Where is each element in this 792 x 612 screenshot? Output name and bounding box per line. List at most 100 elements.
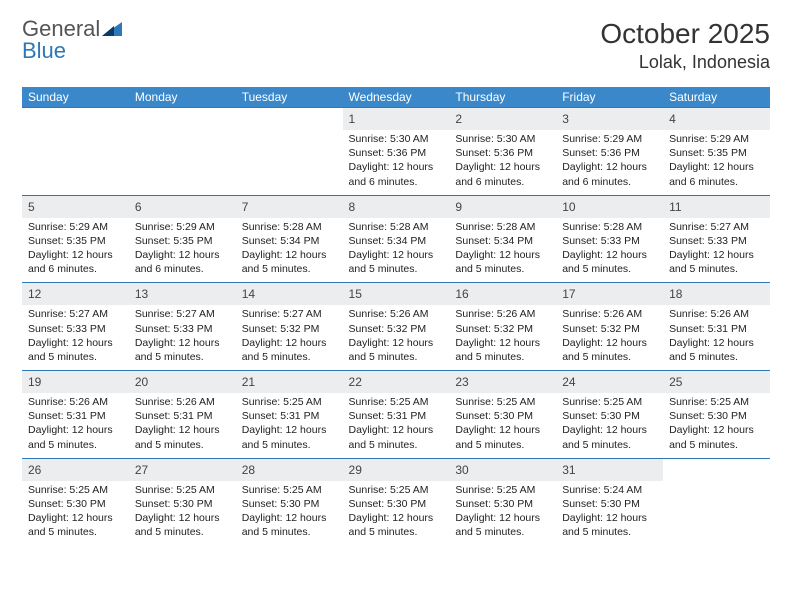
sunrise-text: Sunrise: 5:26 AM [135, 395, 230, 409]
sunset-text: Sunset: 5:30 PM [349, 497, 444, 511]
day-number-cell: 20 [129, 371, 236, 394]
day-number-cell: 16 [449, 283, 556, 306]
day-number-cell: 26 [22, 458, 129, 481]
sunset-text: Sunset: 5:35 PM [135, 234, 230, 248]
sunset-text: Sunset: 5:33 PM [135, 322, 230, 336]
day-number-row: 19202122232425 [22, 371, 770, 394]
title-block: October 2025 Lolak, Indonesia [600, 18, 770, 73]
day-number-cell: 24 [556, 371, 663, 394]
logo-text: General Blue [22, 18, 122, 62]
daylight-text: Daylight: 12 hours and 6 minutes. [562, 160, 657, 188]
sunrise-text: Sunrise: 5:25 AM [242, 483, 337, 497]
day-info-row: Sunrise: 5:29 AMSunset: 5:35 PMDaylight:… [22, 218, 770, 283]
day-info-cell: Sunrise: 5:25 AMSunset: 5:31 PMDaylight:… [236, 393, 343, 458]
sunset-text: Sunset: 5:36 PM [455, 146, 550, 160]
day-number-cell: 7 [236, 195, 343, 218]
day-info-cell: Sunrise: 5:26 AMSunset: 5:31 PMDaylight:… [22, 393, 129, 458]
daylight-text: Daylight: 12 hours and 5 minutes. [242, 423, 337, 451]
sunset-text: Sunset: 5:36 PM [562, 146, 657, 160]
page-title: October 2025 [600, 18, 770, 50]
daylight-text: Daylight: 12 hours and 5 minutes. [455, 336, 550, 364]
day-info-cell: Sunrise: 5:25 AMSunset: 5:30 PMDaylight:… [449, 481, 556, 546]
sunset-text: Sunset: 5:35 PM [28, 234, 123, 248]
day-number-row: 567891011 [22, 195, 770, 218]
day-number-cell [22, 108, 129, 131]
day-number-cell: 11 [663, 195, 770, 218]
day-number: 13 [135, 287, 148, 301]
sunset-text: Sunset: 5:32 PM [242, 322, 337, 336]
day-number: 11 [669, 200, 681, 214]
sunset-text: Sunset: 5:33 PM [28, 322, 123, 336]
day-number: 15 [349, 287, 362, 301]
day-info-cell: Sunrise: 5:25 AMSunset: 5:30 PMDaylight:… [343, 481, 450, 546]
day-number-cell: 17 [556, 283, 663, 306]
day-info-cell: Sunrise: 5:27 AMSunset: 5:33 PMDaylight:… [22, 305, 129, 370]
day-info-cell: Sunrise: 5:30 AMSunset: 5:36 PMDaylight:… [449, 130, 556, 195]
sunset-text: Sunset: 5:31 PM [349, 409, 444, 423]
weekday-header: Monday [129, 87, 236, 108]
sunrise-text: Sunrise: 5:26 AM [28, 395, 123, 409]
day-number: 28 [242, 463, 255, 477]
day-number: 22 [349, 375, 362, 389]
day-number: 10 [562, 200, 575, 214]
day-number: 26 [28, 463, 41, 477]
day-info-cell [236, 130, 343, 195]
daylight-text: Daylight: 12 hours and 6 minutes. [669, 160, 764, 188]
day-number-cell: 15 [343, 283, 450, 306]
sunrise-text: Sunrise: 5:29 AM [669, 132, 764, 146]
logo-word-blue: Blue [22, 38, 66, 63]
day-info-cell: Sunrise: 5:29 AMSunset: 5:35 PMDaylight:… [663, 130, 770, 195]
sunset-text: Sunset: 5:31 PM [669, 322, 764, 336]
day-info-cell: Sunrise: 5:28 AMSunset: 5:34 PMDaylight:… [449, 218, 556, 283]
header: General Blue October 2025 Lolak, Indones… [22, 18, 770, 73]
sunrise-text: Sunrise: 5:26 AM [562, 307, 657, 321]
day-number-cell: 18 [663, 283, 770, 306]
day-info-cell: Sunrise: 5:25 AMSunset: 5:30 PMDaylight:… [236, 481, 343, 546]
calendar-table: Sunday Monday Tuesday Wednesday Thursday… [22, 87, 770, 545]
day-info-cell: Sunrise: 5:25 AMSunset: 5:30 PMDaylight:… [22, 481, 129, 546]
day-number: 25 [669, 375, 682, 389]
daylight-text: Daylight: 12 hours and 5 minutes. [242, 248, 337, 276]
sunrise-text: Sunrise: 5:30 AM [455, 132, 550, 146]
daylight-text: Daylight: 12 hours and 5 minutes. [28, 336, 123, 364]
day-number: 23 [455, 375, 468, 389]
daylight-text: Daylight: 12 hours and 5 minutes. [28, 423, 123, 451]
daylight-text: Daylight: 12 hours and 5 minutes. [455, 511, 550, 539]
sunrise-text: Sunrise: 5:29 AM [135, 220, 230, 234]
sunrise-text: Sunrise: 5:25 AM [349, 483, 444, 497]
sunrise-text: Sunrise: 5:29 AM [562, 132, 657, 146]
sunrise-text: Sunrise: 5:25 AM [28, 483, 123, 497]
sunrise-text: Sunrise: 5:25 AM [135, 483, 230, 497]
day-info-cell: Sunrise: 5:26 AMSunset: 5:31 PMDaylight:… [129, 393, 236, 458]
day-number: 14 [242, 287, 255, 301]
day-info-cell: Sunrise: 5:28 AMSunset: 5:33 PMDaylight:… [556, 218, 663, 283]
day-info-cell: Sunrise: 5:27 AMSunset: 5:32 PMDaylight:… [236, 305, 343, 370]
daylight-text: Daylight: 12 hours and 5 minutes. [349, 511, 444, 539]
sunset-text: Sunset: 5:33 PM [669, 234, 764, 248]
daylight-text: Daylight: 12 hours and 6 minutes. [28, 248, 123, 276]
day-number: 8 [349, 200, 356, 214]
sunrise-text: Sunrise: 5:25 AM [455, 483, 550, 497]
day-number-cell [236, 108, 343, 131]
sunset-text: Sunset: 5:35 PM [669, 146, 764, 160]
day-number-cell: 3 [556, 108, 663, 131]
sunrise-text: Sunrise: 5:30 AM [349, 132, 444, 146]
day-number-cell: 30 [449, 458, 556, 481]
daylight-text: Daylight: 12 hours and 5 minutes. [135, 511, 230, 539]
daylight-text: Daylight: 12 hours and 6 minutes. [135, 248, 230, 276]
day-number: 20 [135, 375, 148, 389]
day-number-cell [663, 458, 770, 481]
day-info-cell [663, 481, 770, 546]
sunrise-text: Sunrise: 5:27 AM [242, 307, 337, 321]
day-info-cell: Sunrise: 5:30 AMSunset: 5:36 PMDaylight:… [343, 130, 450, 195]
day-number-row: 262728293031 [22, 458, 770, 481]
day-number: 1 [349, 112, 356, 126]
location-label: Lolak, Indonesia [600, 52, 770, 73]
day-number-cell: 28 [236, 458, 343, 481]
sunset-text: Sunset: 5:30 PM [669, 409, 764, 423]
sunset-text: Sunset: 5:34 PM [242, 234, 337, 248]
day-info-row: Sunrise: 5:30 AMSunset: 5:36 PMDaylight:… [22, 130, 770, 195]
daylight-text: Daylight: 12 hours and 5 minutes. [349, 423, 444, 451]
sunrise-text: Sunrise: 5:28 AM [242, 220, 337, 234]
day-number-row: 1234 [22, 108, 770, 131]
